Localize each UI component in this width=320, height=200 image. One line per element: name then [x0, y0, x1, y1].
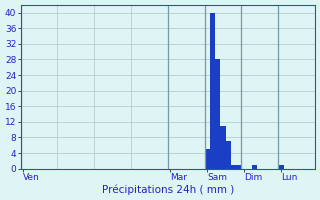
Bar	[278, 165, 284, 169]
Bar	[205, 149, 210, 169]
Bar	[252, 165, 257, 169]
Bar	[231, 165, 236, 169]
X-axis label: Précipitations 24h ( mm ): Précipitations 24h ( mm )	[102, 185, 234, 195]
Bar	[220, 126, 226, 169]
Bar	[215, 59, 220, 169]
Bar	[236, 165, 242, 169]
Bar	[210, 13, 215, 169]
Bar	[226, 141, 231, 169]
